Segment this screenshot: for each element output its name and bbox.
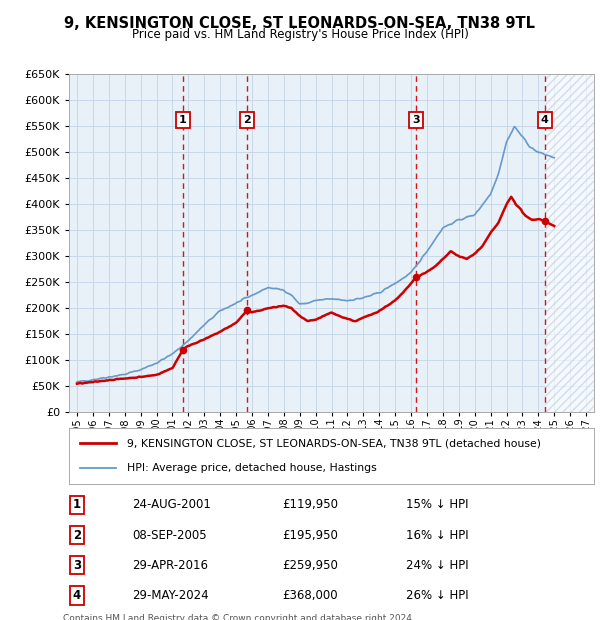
Text: 16% ↓ HPI: 16% ↓ HPI [406,529,469,542]
Text: 29-APR-2016: 29-APR-2016 [132,559,208,572]
Text: Contains HM Land Registry data © Crown copyright and database right 2024.
This d: Contains HM Land Registry data © Crown c… [63,614,415,620]
Text: 2: 2 [243,115,251,125]
Text: 24% ↓ HPI: 24% ↓ HPI [406,559,469,572]
Text: 24-AUG-2001: 24-AUG-2001 [132,498,211,511]
Text: 4: 4 [541,115,549,125]
Text: £195,950: £195,950 [283,529,338,542]
Text: £119,950: £119,950 [283,498,338,511]
Text: 29-MAY-2024: 29-MAY-2024 [132,589,209,602]
Bar [545,74,594,412]
Text: £259,950: £259,950 [283,559,338,572]
Text: 15% ↓ HPI: 15% ↓ HPI [406,498,469,511]
Text: 9, KENSINGTON CLOSE, ST LEONARDS-ON-SEA, TN38 9TL (detached house): 9, KENSINGTON CLOSE, ST LEONARDS-ON-SEA,… [127,438,541,448]
Text: £368,000: £368,000 [283,589,338,602]
Text: 3: 3 [412,115,420,125]
Text: 2: 2 [73,529,81,542]
Text: 08-SEP-2005: 08-SEP-2005 [132,529,207,542]
Text: Price paid vs. HM Land Registry's House Price Index (HPI): Price paid vs. HM Land Registry's House … [131,28,469,41]
Text: HPI: Average price, detached house, Hastings: HPI: Average price, detached house, Hast… [127,463,377,473]
Text: 4: 4 [73,589,81,602]
Text: 9, KENSINGTON CLOSE, ST LEONARDS-ON-SEA, TN38 9TL: 9, KENSINGTON CLOSE, ST LEONARDS-ON-SEA,… [65,16,536,30]
Text: 1: 1 [179,115,187,125]
Text: 1: 1 [73,498,81,511]
Text: 26% ↓ HPI: 26% ↓ HPI [406,589,469,602]
Text: 3: 3 [73,559,81,572]
